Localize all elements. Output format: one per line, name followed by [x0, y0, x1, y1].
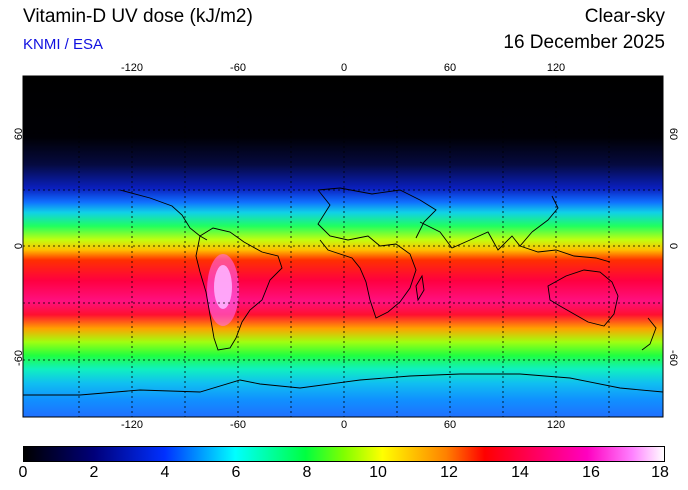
new-zealand-coast: [641, 317, 657, 351]
antarctica-coast: [23, 373, 663, 396]
graticule: [23, 76, 663, 417]
europe-coast: [317, 187, 437, 239]
andes-glow: [207, 254, 239, 326]
lon-tick-bottom: -120: [120, 419, 144, 431]
madagascar-coast: [415, 274, 425, 302]
lon-tick-top: -60: [230, 62, 246, 74]
lon-tick-top: 120: [546, 62, 566, 74]
colorbar-label: 4: [160, 464, 170, 481]
sky-condition: Clear-sky: [584, 6, 665, 27]
lon-tick-bottom: 0: [340, 419, 348, 431]
colorbar-label: 18: [651, 464, 669, 481]
lon-tick-top: -120: [120, 62, 144, 74]
asia-east-coast: [531, 195, 559, 233]
colorbar-label: 14: [511, 464, 529, 481]
lon-tick-bottom: -60: [230, 419, 246, 431]
lon-tick-top: 60: [443, 62, 457, 74]
title: Vitamin-D UV dose (kJ/m2): [23, 6, 253, 27]
australia-coast: [547, 269, 619, 327]
map-frame: [22, 75, 664, 418]
colorbar-label: 10: [369, 464, 387, 481]
lon-tick-bottom: 60: [443, 419, 457, 431]
colorbar-label: 0: [18, 464, 28, 481]
africa-coast: [317, 189, 417, 319]
lon-tick-top: 0: [340, 62, 348, 74]
lon-tick-bottom: 120: [546, 419, 566, 431]
colorbar: [23, 446, 665, 462]
date: 16 December 2025: [503, 32, 665, 53]
indonesia-coast: [519, 245, 611, 263]
asia-south-coast: [419, 221, 533, 251]
coastlines: [23, 187, 663, 396]
colorbar-label: 8: [302, 464, 312, 481]
credit: KNMI / ESA: [23, 36, 104, 53]
south-america-coast: [195, 227, 283, 351]
colorbar-label: 2: [89, 464, 99, 481]
uv-field: [23, 76, 663, 417]
colorbar-label: 12: [440, 464, 458, 481]
colorbar-label: 16: [582, 464, 600, 481]
colorbar-label: 6: [231, 464, 241, 481]
